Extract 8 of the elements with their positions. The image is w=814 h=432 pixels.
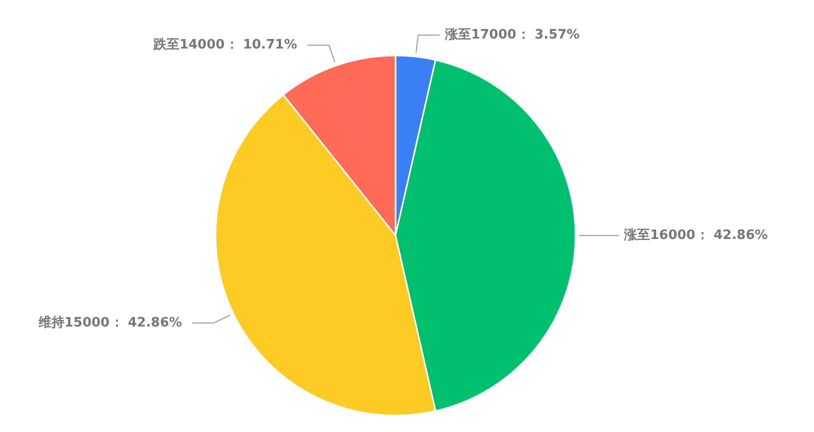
data-label: ： 10.71% [225, 38, 298, 53]
slice-label: 维持15000 [37, 314, 110, 330]
data-label: ： 42.86% [110, 315, 182, 330]
data-label: ： 42.86% [696, 228, 768, 243]
data-label: ： 3.57% [517, 28, 580, 43]
slice-label: 跌至14000 [152, 38, 225, 53]
slice-label: 涨至17000 [444, 28, 516, 43]
slice-label: 涨至16000 [623, 228, 696, 243]
